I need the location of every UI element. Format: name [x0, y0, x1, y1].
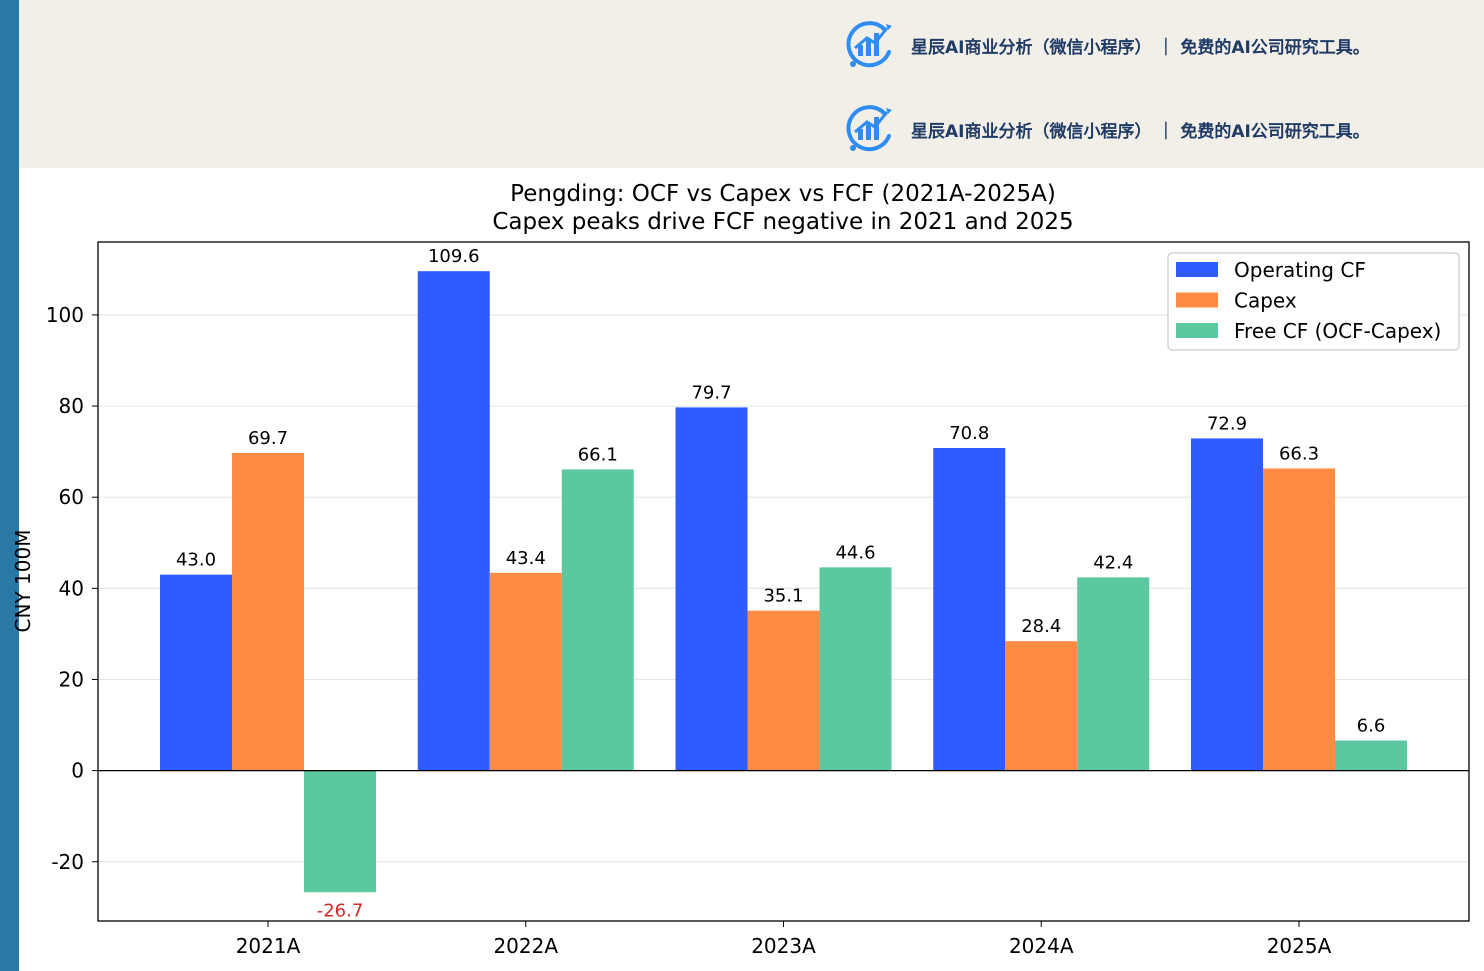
brand-row[interactable]: 星辰AI商业分析（微信小程序） ｜ 免费的AI公司研究工具。 [845, 17, 1370, 73]
y-tick-label: 100 [46, 303, 84, 327]
legend-swatch [1176, 292, 1218, 308]
promo-banner [19, 0, 1484, 168]
data-label: 72.9 [1207, 413, 1247, 434]
legend-swatch [1176, 262, 1218, 277]
bar-operating-cf-2023a [675, 407, 748, 771]
bar-capex-2023a [747, 610, 820, 771]
chart-title: Pengding: OCF vs Capex vs FCF (2021A-202… [510, 181, 1056, 207]
chart-growth-logo-icon [846, 21, 892, 68]
data-label: 79.7 [691, 382, 731, 403]
cash-flow-bar-chart: Pengding: OCF vs Capex vs FCF (2021A-202… [11, 181, 1470, 958]
bar-operating-cf-2022a [417, 271, 490, 771]
x-tick-label: 2021A [236, 934, 301, 958]
data-label: 69.7 [248, 428, 288, 449]
bar-free-cf-ocf-capex-2021a [304, 770, 376, 893]
axes-group: -20 0 20 40 60 80 100 2021A 2022A 2023A 2024A 2025A [46, 241, 1470, 958]
y-tick-label: 0 [71, 759, 84, 783]
bar-free-cf-ocf-capex-2022a [561, 469, 634, 771]
y-axis-label: CNY 100M [11, 530, 35, 633]
left-accent-strip [0, 0, 19, 971]
chart-subtitle: Capex peaks drive FCF negative in 2021 a… [492, 209, 1073, 235]
plot-frame [97, 241, 1470, 922]
x-tick-label: 2025A [1267, 934, 1332, 958]
data-label: 28.4 [1021, 616, 1061, 637]
y-tick-label: -20 [51, 850, 84, 874]
data-label: 44.6 [835, 542, 875, 563]
y-tick-label: 60 [59, 485, 84, 509]
x-tick-label: 2022A [493, 934, 558, 958]
bar-operating-cf-2021a [160, 574, 232, 771]
data-label: 66.1 [578, 444, 618, 465]
legend-swatch [1176, 323, 1218, 338]
data-label: 109.6 [428, 246, 480, 267]
legend-label: Operating CF [1234, 258, 1366, 282]
data-labels-group: 43.0 69.7 -26.7 109.6 43.4 66.1 79.7 35.1 44.6 70… [176, 246, 1385, 921]
data-label: 6.6 [1357, 716, 1386, 737]
legend-label: Capex [1234, 289, 1297, 313]
brand-tagline: 星辰AI商业分析（微信小程序） ｜ 免费的AI公司研究工具。 [911, 37, 1370, 58]
data-label: 42.4 [1093, 552, 1133, 573]
brand-row[interactable]: 星辰AI商业分析（微信小程序） ｜ 免费的AI公司研究工具。 [845, 101, 1370, 157]
y-tick-label: 40 [59, 576, 84, 600]
data-label: 66.3 [1279, 443, 1319, 464]
bar-operating-cf-2025a [1191, 438, 1263, 771]
bar-capex-2021a [232, 452, 304, 771]
chart-growth-logo-icon [846, 105, 892, 152]
x-tick-label: 2023A [751, 934, 816, 958]
data-label: -26.7 [317, 900, 364, 921]
bar-free-cf-ocf-capex-2023a [819, 567, 892, 771]
bars-group [160, 271, 1407, 893]
legend-box [1167, 252, 1460, 351]
x-tick-label: 2024A [1009, 934, 1074, 958]
bar-capex-2024a [1005, 641, 1078, 771]
bar-free-cf-ocf-capex-2025a [1335, 740, 1407, 771]
y-tick-label: 20 [59, 667, 84, 691]
data-label: 43.4 [506, 548, 546, 569]
data-label: 43.0 [176, 550, 216, 571]
data-label: 35.1 [763, 586, 803, 607]
bar-capex-2022a [489, 572, 562, 771]
y-tick-label: 80 [59, 394, 84, 418]
legend-label: Free CF (OCF-Capex) [1234, 319, 1441, 343]
brand-tagline: 星辰AI商业分析（微信小程序） ｜ 免费的AI公司研究工具。 [911, 121, 1370, 142]
legend: Operating CF Capex Free CF (OCF-Capex) [1167, 252, 1460, 351]
bar-free-cf-ocf-capex-2024a [1077, 577, 1150, 771]
data-label: 70.8 [949, 423, 989, 444]
bar-capex-2025a [1263, 468, 1335, 771]
bar-operating-cf-2024a [933, 447, 1006, 771]
